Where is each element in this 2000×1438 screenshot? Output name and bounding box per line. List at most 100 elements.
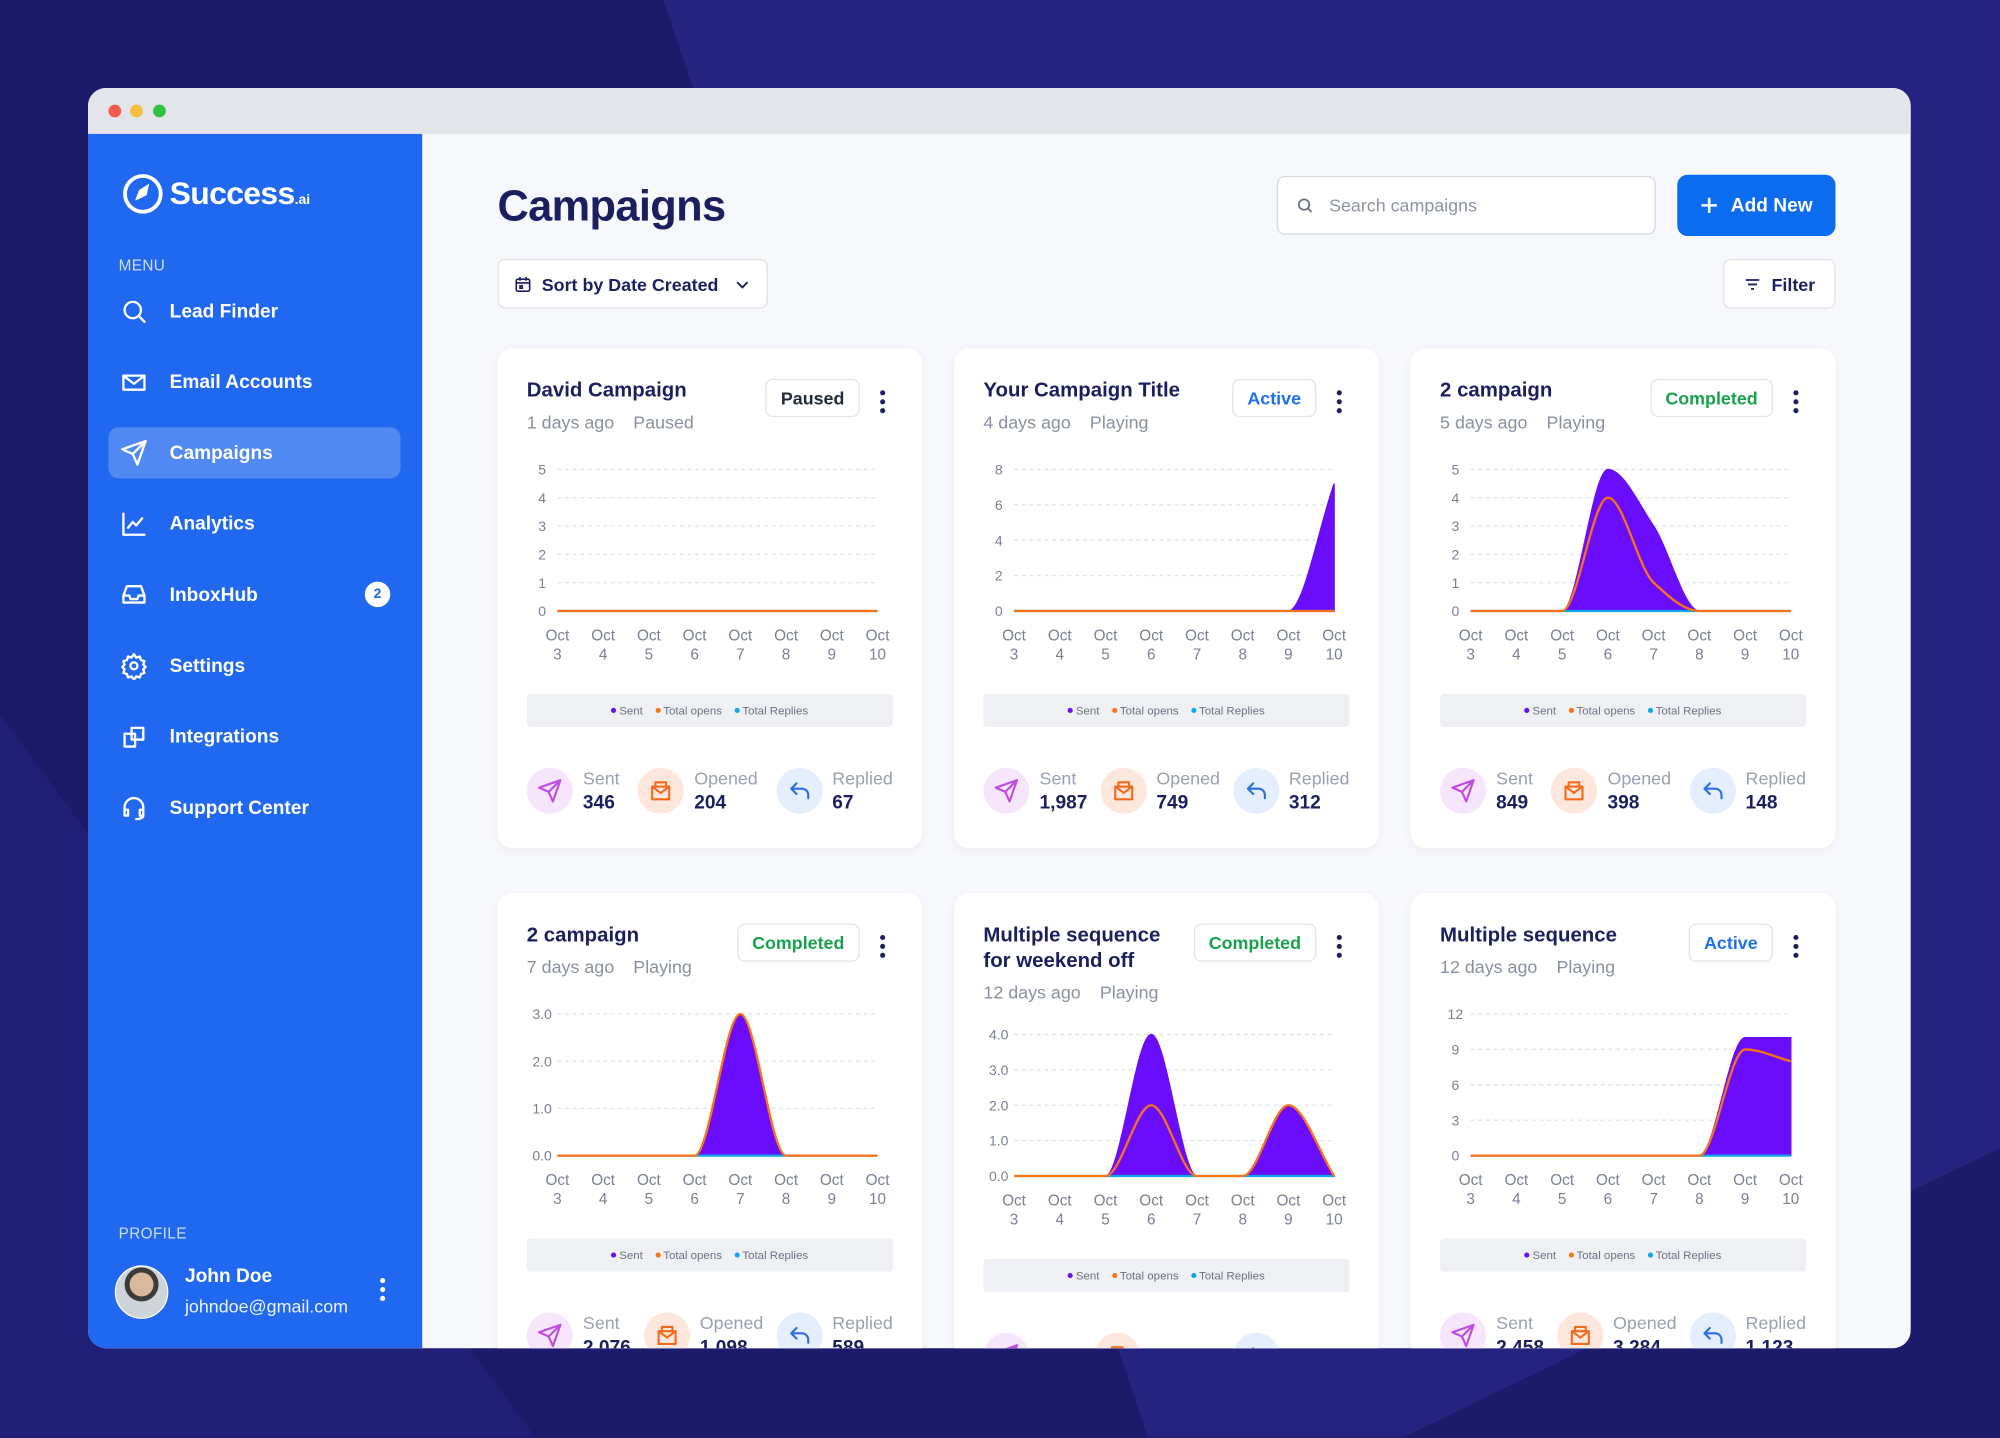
menu-item[interactable]: Settings bbox=[108, 640, 400, 691]
stat: Replied 589 bbox=[776, 1312, 893, 1349]
card-header: David Campaign 1 days ago Paused Paused bbox=[527, 378, 893, 438]
add-new-button[interactable]: Add New bbox=[1677, 174, 1836, 236]
legend-label: Sent bbox=[1532, 704, 1557, 717]
card-age: 12 days ago bbox=[1440, 956, 1538, 978]
menu-item[interactable]: Campaigns bbox=[108, 427, 401, 479]
stat-icon-shape bbox=[1111, 1346, 1125, 1349]
stat-icon bbox=[1551, 767, 1598, 814]
legend-dot bbox=[734, 1252, 740, 1258]
stat-icon-shape bbox=[789, 1326, 809, 1344]
card-state: Paused bbox=[633, 411, 694, 433]
menu-icon bbox=[123, 300, 146, 323]
sort-button[interactable]: Sort by Date Created bbox=[497, 258, 768, 309]
stat-icon-graphic bbox=[789, 1326, 809, 1344]
y-tick-label: 3 bbox=[1451, 518, 1459, 534]
close-dot[interactable] bbox=[108, 104, 122, 118]
stat-icon-graphic bbox=[1564, 781, 1584, 801]
stat: Replied 67 bbox=[776, 767, 893, 814]
stat-icon bbox=[1440, 767, 1486, 814]
search-box[interactable]: Search campaigns bbox=[1276, 176, 1656, 235]
card-menu[interactable] bbox=[1333, 934, 1346, 958]
stat-icon-shape bbox=[1451, 1323, 1475, 1348]
y-tick-label: 5 bbox=[1451, 461, 1459, 477]
profile-menu[interactable] bbox=[376, 1278, 389, 1302]
menu-label: Lead Finder bbox=[169, 300, 279, 323]
menu-item[interactable]: Lead Finder bbox=[108, 286, 400, 337]
card-menu[interactable] bbox=[1333, 390, 1346, 414]
x-tick-label: Oct 4 bbox=[1047, 626, 1072, 664]
stat-icon-shape bbox=[651, 781, 671, 801]
sort-label: Sort by Date Created bbox=[541, 273, 719, 295]
card-menu[interactable] bbox=[876, 934, 889, 958]
stat: Sent 1,987 bbox=[983, 767, 1087, 814]
stat-icon bbox=[643, 1312, 690, 1349]
menu-item[interactable]: Analytics bbox=[108, 498, 400, 549]
stat-icon bbox=[1556, 1312, 1603, 1349]
chart-legend: Sent Total opens Total Replies bbox=[1440, 1238, 1807, 1272]
x-tick-label: Oct 3 bbox=[1458, 626, 1483, 664]
y-tick-label: 0.0 bbox=[989, 1168, 1009, 1184]
stat-icon bbox=[526, 767, 573, 814]
legend-item: Sent bbox=[1068, 1269, 1099, 1282]
logo[interactable]: Success .ai bbox=[121, 172, 310, 215]
maximize-dot[interactable] bbox=[153, 104, 166, 118]
y-tick-label: 12 bbox=[1448, 1006, 1464, 1022]
stat-value: 2,076 bbox=[582, 1336, 631, 1349]
minimize-dot[interactable] bbox=[130, 104, 143, 118]
stat: Sent 346 bbox=[526, 767, 620, 814]
x-tick-label: Oct 10 bbox=[865, 1170, 890, 1208]
x-tick-label: Oct 10 bbox=[1322, 1191, 1347, 1229]
stat-icon bbox=[983, 1332, 1030, 1349]
legend-label: Sent bbox=[1532, 1248, 1557, 1262]
stat-icon-graphic bbox=[1246, 782, 1266, 800]
x-tick-label: Oct 8 bbox=[1687, 626, 1712, 664]
menu-item[interactable]: Support Center bbox=[108, 782, 400, 833]
card-menu[interactable] bbox=[1790, 934, 1803, 958]
x-tick-label: Oct 5 bbox=[636, 1170, 661, 1208]
x-tick-label: Oct 3 bbox=[1458, 1170, 1483, 1208]
stat-icon-graphic bbox=[1570, 1325, 1590, 1346]
menu-icon bbox=[122, 512, 146, 536]
stat-value: 1,098 bbox=[699, 1336, 748, 1349]
menu-icon-shape bbox=[122, 512, 146, 536]
x-tick-label: Oct 4 bbox=[1504, 626, 1529, 664]
chart: 0.0 1.0 2.0 3.0 Oct 3 Oct 4 Oct 5 Oct 6 Oct 7 Oct… bbox=[527, 1003, 893, 1220]
y-tick-label: 9 bbox=[1451, 1042, 1459, 1058]
card-state: Playing bbox=[1546, 411, 1606, 433]
x-tick-label: Oct 7 bbox=[728, 626, 753, 664]
avatar[interactable] bbox=[114, 1265, 169, 1319]
stats-row: Sent 849 Opened 398 Replied 148 bbox=[1440, 767, 1807, 814]
legend-label: Sent bbox=[1075, 704, 1100, 717]
menu-item[interactable]: Integrations bbox=[108, 711, 400, 762]
stat-icon bbox=[1100, 767, 1147, 814]
stats-row: Sent 346 Opened 204 Replied 67 bbox=[526, 767, 893, 814]
legend-dot bbox=[611, 1252, 617, 1258]
card-menu[interactable] bbox=[1790, 390, 1803, 414]
menu-item[interactable]: Email Accounts bbox=[108, 357, 400, 408]
menu-label: Analytics bbox=[169, 513, 255, 535]
search-placeholder: Search campaigns bbox=[1329, 195, 1477, 216]
card-menu[interactable] bbox=[876, 390, 889, 414]
page-title: Campaigns bbox=[497, 182, 726, 231]
y-tick-label: 0 bbox=[1451, 603, 1459, 619]
legend-item: Total Replies bbox=[734, 704, 808, 717]
card-header: Your Campaign Title 4 days ago Playing Acti… bbox=[983, 378, 1349, 438]
stat-label: Sent bbox=[1039, 767, 1077, 789]
stat-value: 2,458 bbox=[1496, 1336, 1545, 1349]
stat-text: Replied 1,123 bbox=[1746, 1312, 1807, 1348]
menu-item[interactable]: InboxHub 2 bbox=[108, 569, 400, 620]
menu-icon bbox=[123, 726, 145, 748]
filter-button[interactable]: Filter bbox=[1723, 258, 1836, 309]
stat-label: Replied bbox=[1745, 767, 1807, 789]
x-tick-label: Oct 5 bbox=[1093, 626, 1118, 664]
stat-icon-shape bbox=[1564, 781, 1584, 801]
card-state: Playing bbox=[1089, 411, 1149, 433]
menu-icon-shape bbox=[121, 652, 147, 680]
chart-legend: Sent Total opens Total Replies bbox=[526, 693, 893, 728]
stat-icon-graphic bbox=[538, 779, 562, 803]
plus-icon bbox=[1701, 197, 1717, 214]
status-badge: Completed bbox=[736, 923, 860, 962]
legend-item: Total opens bbox=[1568, 1249, 1635, 1261]
chart: 0.0 1.0 2.0 3.0 4.0 Oct 3 Oct 4 Oct 5 Oct 6 Oct 7… bbox=[983, 1023, 1349, 1240]
stat-text: Opened 1,098 bbox=[700, 1312, 764, 1348]
